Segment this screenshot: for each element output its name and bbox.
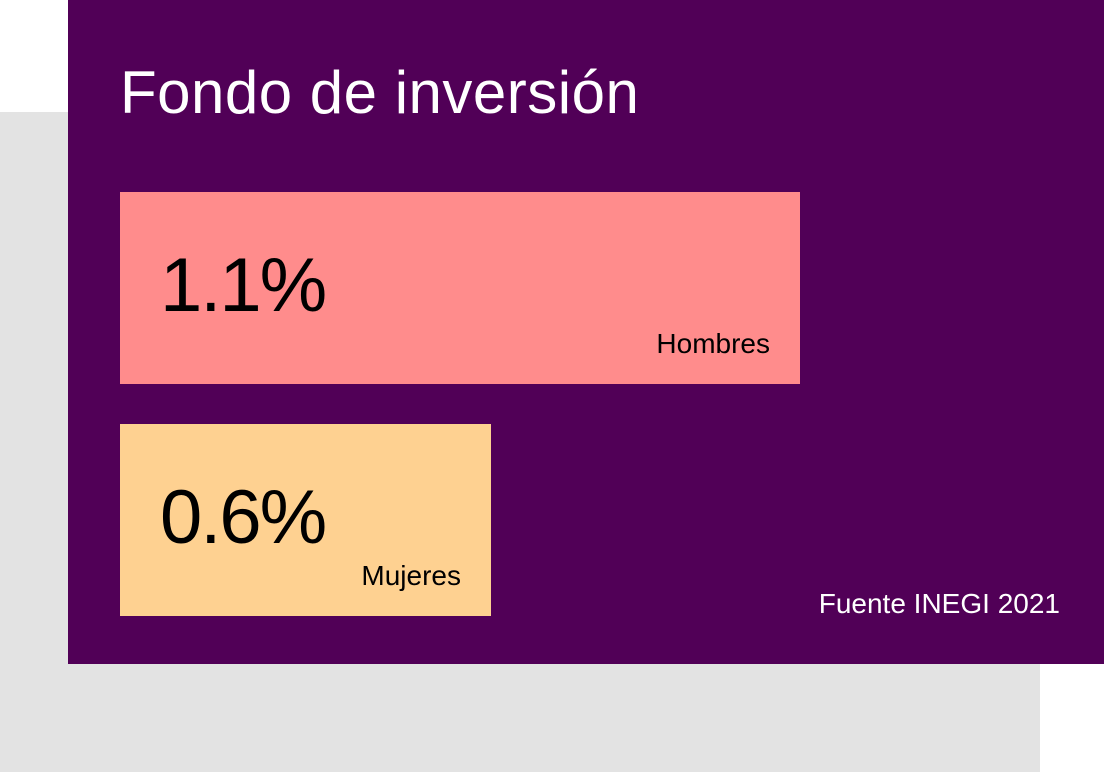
bar-mujeres: 0.6% Mujeres — [120, 424, 491, 616]
bar-value-label: 0.6% — [160, 475, 327, 560]
source-note: Fuente INEGI 2021 — [818, 588, 1060, 619]
bar-value-label: 1.1% — [160, 243, 327, 328]
chart-title: Fondo de inversión — [120, 59, 640, 126]
chart-card: Fondo de inversión 1.1% Hombres 0.6% Mujere… — [68, 0, 1104, 664]
bar-area: 1.1% Hombres 0.6% Mujeres — [120, 192, 800, 616]
bar-category-label: Hombres — [656, 328, 770, 359]
bar-category-label: Mujeres — [361, 560, 461, 591]
bar-hombres: 1.1% Hombres — [120, 192, 800, 384]
